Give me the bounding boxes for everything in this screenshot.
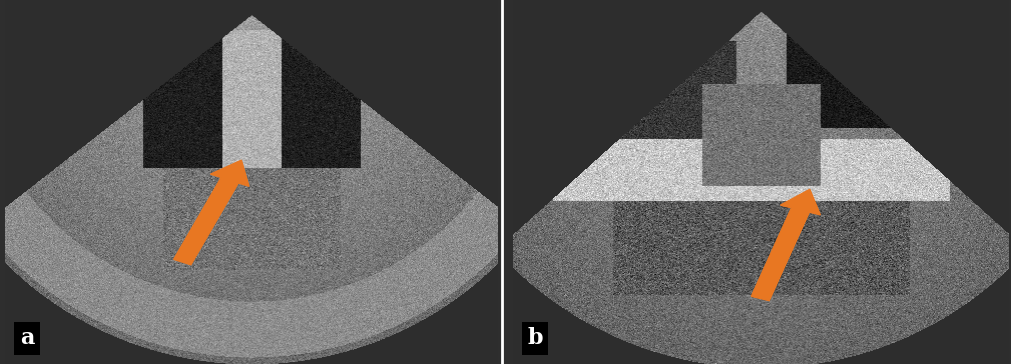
Text: a: a (20, 328, 34, 349)
FancyArrow shape (751, 189, 820, 301)
Text: b: b (528, 328, 543, 349)
FancyArrow shape (174, 160, 249, 265)
